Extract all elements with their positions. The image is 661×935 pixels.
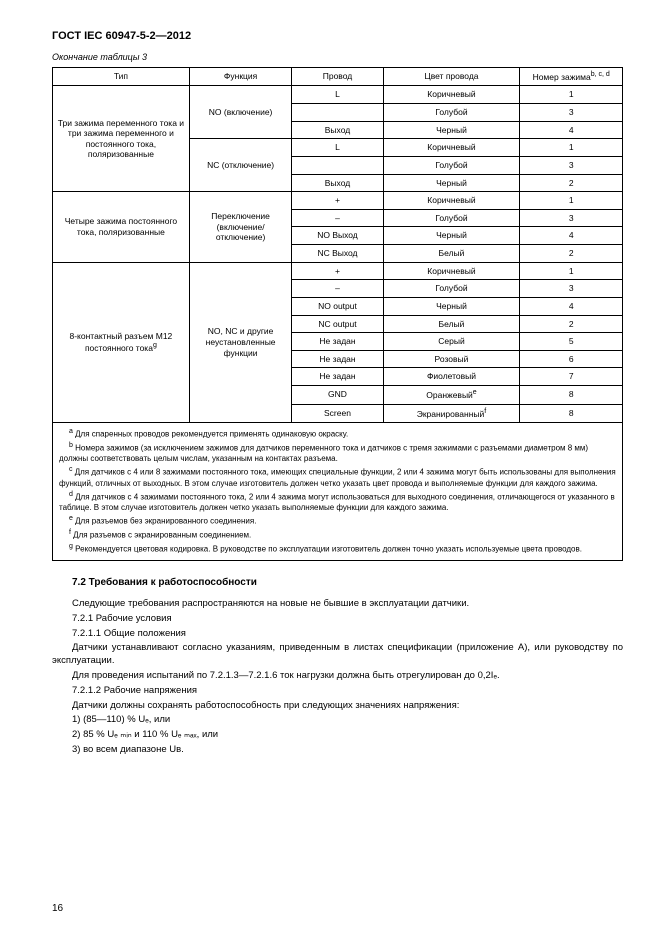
table-cell: 8 xyxy=(520,386,623,404)
table-cell: Черный xyxy=(383,297,520,315)
table-cell: Экранированныйf xyxy=(383,404,520,422)
func-cell: NO, NC и другие неустановленные функции xyxy=(189,262,292,422)
table-cell: Не задан xyxy=(292,350,383,368)
table-cell: 2 xyxy=(520,245,623,263)
table-cell: Не задан xyxy=(292,333,383,351)
table-cell: Оранжевыйe xyxy=(383,386,520,404)
table-cell: Не задан xyxy=(292,368,383,386)
table-cell: + xyxy=(292,192,383,210)
table-caption: Окончание таблицы 3 xyxy=(52,52,623,63)
table-cell: – xyxy=(292,280,383,298)
table-cell: Голубой xyxy=(383,104,520,122)
table-cell: + xyxy=(292,262,383,280)
table-cell: 2 xyxy=(520,315,623,333)
type-cell: Четыре зажима постоян­ного тока, поляриз… xyxy=(53,192,190,263)
body-paragraph: Датчики должны сохранять работоспособнос… xyxy=(52,700,623,713)
table-cell: Белый xyxy=(383,245,520,263)
th-term-no: Номер зажимаb, c, d xyxy=(520,68,623,86)
table-cell: Коричневый xyxy=(383,262,520,280)
footnotes-row: a Для спаренных проводов рекомендуется п… xyxy=(53,422,623,561)
table-cell: GND xyxy=(292,386,383,404)
table-cell: 8 xyxy=(520,404,623,422)
table-cell: Розовый xyxy=(383,350,520,368)
body-paragraph: Для проведения испытаний по 7.2.1.3—7.2.… xyxy=(52,670,623,683)
table-cell: NC output xyxy=(292,315,383,333)
table-cell: 1 xyxy=(520,192,623,210)
type-cell: Три зажима перемен­ного тока и три зажим… xyxy=(53,86,190,192)
table-cell: 3 xyxy=(520,209,623,227)
th-wire: Провод xyxy=(292,68,383,86)
table-cell xyxy=(292,156,383,174)
table-cell: Серый xyxy=(383,333,520,351)
footnotes-cell: a Для спаренных проводов рекомендуется п… xyxy=(53,422,623,561)
table-cell: 3 xyxy=(520,156,623,174)
table-cell: Screen xyxy=(292,404,383,422)
table-cell: Фиолетовый xyxy=(383,368,520,386)
func-cell: NO (включение) xyxy=(189,86,292,139)
table-cell: Выход xyxy=(292,174,383,192)
table-cell: Голубой xyxy=(383,156,520,174)
main-table: Тип Функция Провод Цвет провода Номер за… xyxy=(52,67,623,561)
body-paragraph: Датчики устанавливают согласно указаниям… xyxy=(52,642,623,668)
table-cell: L xyxy=(292,139,383,157)
table-cell: 3 xyxy=(520,104,623,122)
table-cell: 1 xyxy=(520,86,623,104)
body-paragraph: 7.2.1 Рабочие условия xyxy=(52,613,623,626)
table-cell: Голубой xyxy=(383,209,520,227)
table-cell: NO Выход xyxy=(292,227,383,245)
table-cell: 6 xyxy=(520,350,623,368)
table-cell: Коричневый xyxy=(383,192,520,210)
th-function: Функция xyxy=(189,68,292,86)
table-cell: Черный xyxy=(383,227,520,245)
table-cell: 4 xyxy=(520,227,623,245)
doc-code: ГОСТ IEC 60947-5-2—2012 xyxy=(52,30,623,44)
body-text: Следующие требования распространяются на… xyxy=(52,598,623,757)
table-cell: Белый xyxy=(383,315,520,333)
table-cell: NC Выход xyxy=(292,245,383,263)
table-header-row: Тип Функция Провод Цвет провода Номер за… xyxy=(53,68,623,86)
page-number: 16 xyxy=(52,903,63,916)
func-cell: NC (отключение) xyxy=(189,139,292,192)
table-cell: Черный xyxy=(383,121,520,139)
table-cell: Коричневый xyxy=(383,139,520,157)
table-cell: 2 xyxy=(520,174,623,192)
body-paragraph: 1) (85—110) % Uₑ, или xyxy=(52,714,623,727)
table-cell: Черный xyxy=(383,174,520,192)
section-title: 7.2 Требования к работоспособности xyxy=(72,577,623,590)
table-cell: 3 xyxy=(520,280,623,298)
table-cell: Коричневый xyxy=(383,86,520,104)
table-cell: 4 xyxy=(520,297,623,315)
body-paragraph: Следующие требования распространяются на… xyxy=(52,598,623,611)
body-paragraph: 7.2.1.2 Рабочие напряжения xyxy=(52,685,623,698)
table-cell: Голубой xyxy=(383,280,520,298)
table-row: Три зажима перемен­ного тока и три зажим… xyxy=(53,86,623,104)
table-row: 8-контактный разъем М12 постоянного тока… xyxy=(53,262,623,280)
th-type: Тип xyxy=(53,68,190,86)
th-wire-color: Цвет провода xyxy=(383,68,520,86)
body-paragraph: 7.2.1.1 Общие положения xyxy=(52,628,623,641)
func-cell: Переключение (включение/ отключение) xyxy=(189,192,292,263)
table-cell: NO output xyxy=(292,297,383,315)
table-cell xyxy=(292,104,383,122)
table-cell: L xyxy=(292,86,383,104)
type-cell: 8-контактный разъем М12 постоянного тока… xyxy=(53,262,190,422)
body-paragraph: 3) во всем диапазоне Uв. xyxy=(52,744,623,757)
table-cell: 1 xyxy=(520,262,623,280)
table-cell: 1 xyxy=(520,139,623,157)
table-cell: 7 xyxy=(520,368,623,386)
table-row: Четыре зажима постоян­ного тока, поляриз… xyxy=(53,192,623,210)
table-cell: – xyxy=(292,209,383,227)
table-cell: Выход xyxy=(292,121,383,139)
table-cell: 4 xyxy=(520,121,623,139)
body-paragraph: 2) 85 % Uₑ ₘᵢₙ и 110 % Uₑ ₘₐₓ, или xyxy=(52,729,623,742)
table-cell: 5 xyxy=(520,333,623,351)
